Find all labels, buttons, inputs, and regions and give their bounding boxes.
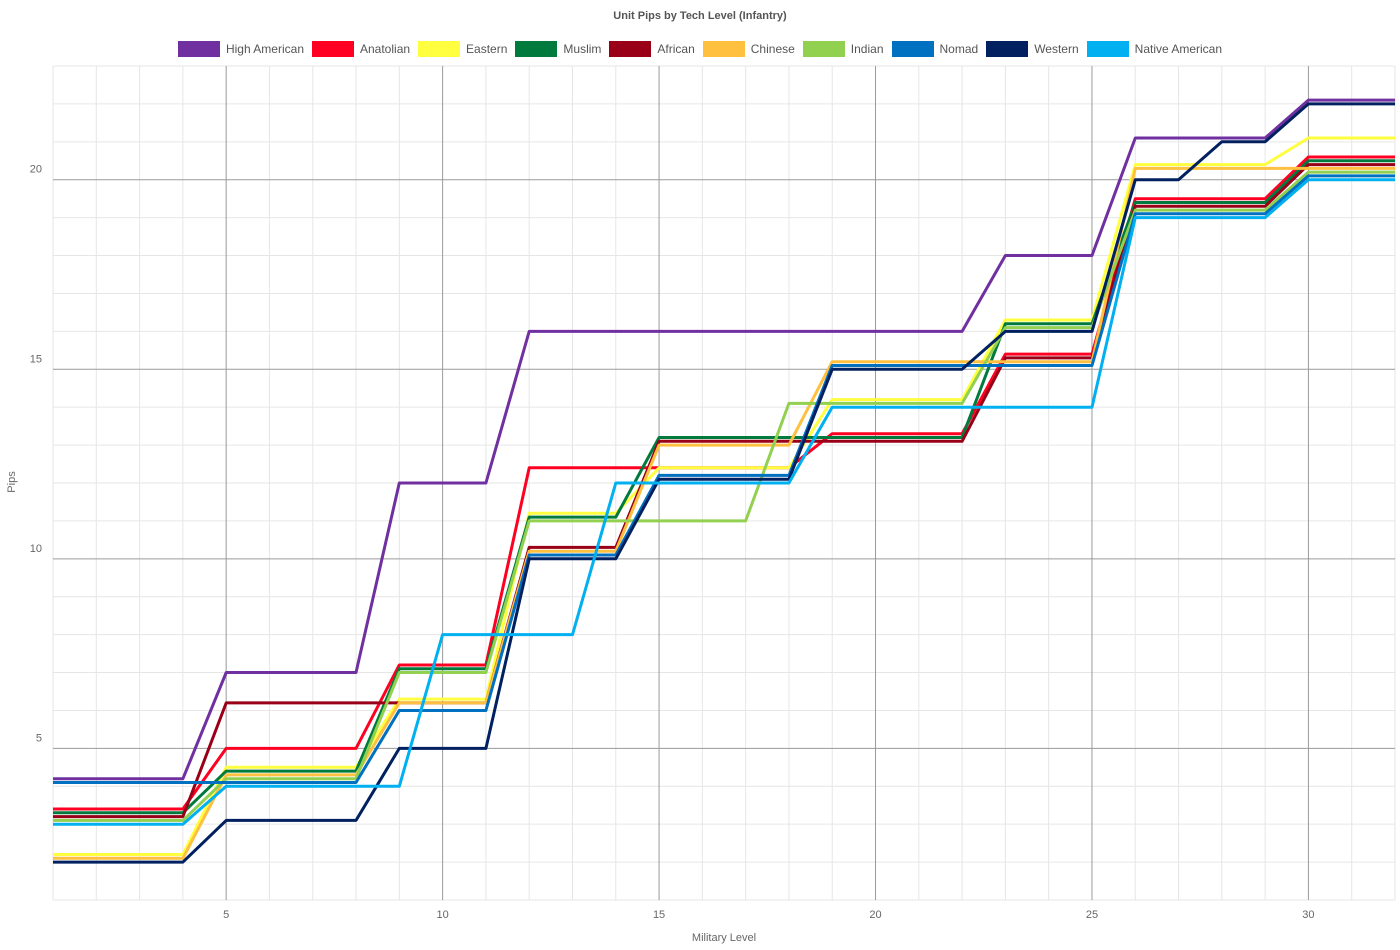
chart-legend: High American Anatolian Eastern Muslim Afric… [0,41,1400,57]
legend-item-eastern[interactable]: Eastern [418,41,507,57]
y-tick-label: 20 [30,164,42,176]
x-tick-label: 5 [223,909,229,921]
legend-swatch [702,41,745,57]
series-line-nomad [53,174,1395,784]
chart-title: Unit Pips by Tech Level (Infantry) [613,10,787,22]
legend-swatch [609,41,652,57]
legend-item-native-american[interactable]: Native American [1086,41,1223,57]
legend-label: Nomad [939,42,979,56]
legend-label: Western [1034,42,1079,56]
legend-label: Native American [1134,42,1223,56]
legend-label: Chinese [750,42,795,56]
legend-item-anatolian[interactable]: Anatolian [312,41,410,57]
series-line-muslim [53,159,1395,815]
y-tick-label: 15 [30,353,42,365]
y-tick-label: 10 [30,543,42,555]
x-tick-label: 25 [1086,909,1098,921]
axis-ticks: 5 10 15 20 25 30 5 10 15 20 [30,164,1315,921]
legend-swatch [515,41,558,57]
legend-item-chinese[interactable]: Chinese [702,41,795,57]
legend-swatch [1086,41,1129,57]
legend-label: Indian [850,42,884,56]
y-tick-label: 5 [36,732,42,744]
legend-label: High American [225,42,304,56]
legend-label: Anatolian [360,42,411,56]
legend-swatch [418,41,461,57]
legend-item-muslim[interactable]: Muslim [515,41,601,57]
legend-item-western[interactable]: Western [986,41,1079,57]
x-tick-label: 10 [436,909,448,921]
series-line-chinese [53,166,1395,860]
x-tick-label: 20 [869,909,881,921]
x-tick-label: 30 [1302,909,1314,921]
series-lines [53,98,1395,864]
series-line-high-american [53,98,1395,781]
series-line-indian [53,170,1395,822]
legend-item-high-american[interactable]: High American [177,41,304,57]
legend-item-african[interactable]: African [609,41,695,57]
series-line-western [53,102,1395,864]
legend-label: Muslim [563,42,602,56]
series-line-native-american [53,178,1395,826]
legend-swatch [177,41,220,57]
legend-label: African [657,42,695,56]
legend-item-indian[interactable]: Indian [802,41,884,57]
legend-label: Eastern [466,42,508,56]
x-axis-label: Military Level [692,932,756,944]
y-axis-label: Pips [6,471,18,493]
legend-swatch [802,41,845,57]
series-line-eastern [53,136,1395,856]
legend-swatch [312,41,354,57]
legend-swatch [891,41,934,57]
x-tick-label: 15 [653,909,665,921]
legend-item-nomad[interactable]: Nomad [891,41,979,57]
series-line-african [53,163,1395,819]
legend-swatch [986,41,1029,57]
